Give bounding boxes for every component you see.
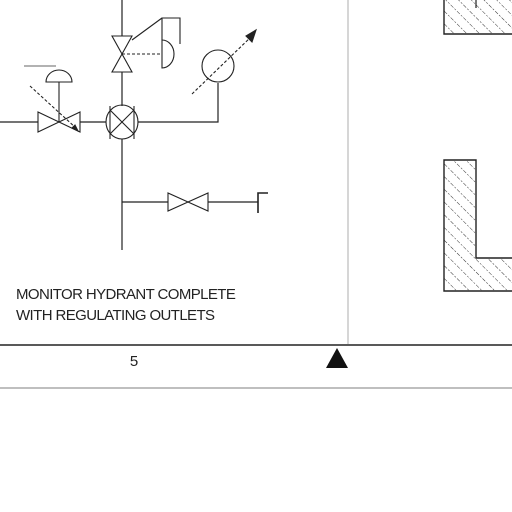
diagram-caption: MONITOR HYDRANT COMPLETE WITH REGULATING…: [16, 284, 236, 326]
caption-line-2: WITH REGULATING OUTLETS: [16, 307, 215, 324]
hatched-wall-bottom: [443, 159, 512, 292]
outlet-gate-valve-icon: [167, 192, 209, 212]
outlet-cap-icon: [257, 192, 268, 213]
gauge-branch-pipe: [138, 83, 219, 123]
caption-line-1: MONITOR HYDRANT COMPLETE: [16, 286, 236, 303]
control-valve-top-icon: [111, 17, 181, 73]
hatched-wall-top: [443, 0, 512, 35]
cross-fitting-icon: [105, 104, 139, 140]
triangle-marker-icon: [326, 348, 348, 368]
sheet-number: 5: [129, 353, 139, 370]
regulating-valve-left-icon: [24, 65, 81, 133]
pressure-gauge-icon: [191, 28, 257, 95]
